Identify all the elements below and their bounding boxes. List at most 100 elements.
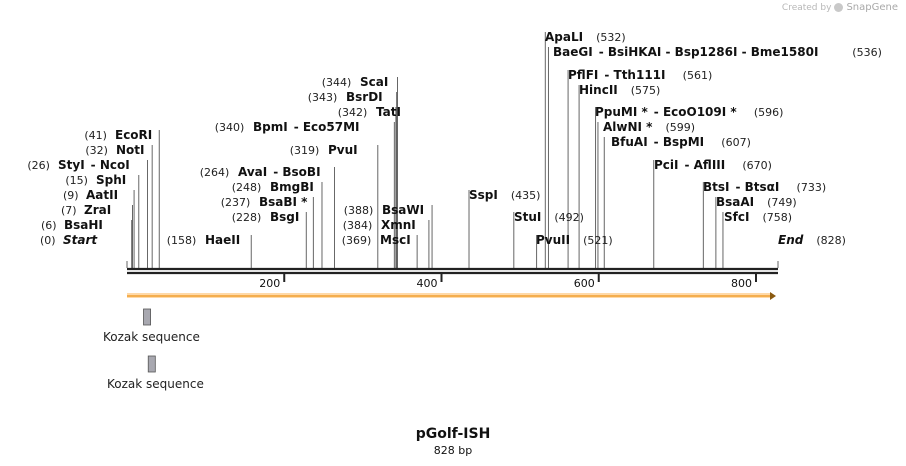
feature-label-kozak: Kozak sequence	[107, 377, 204, 391]
dna-backbone	[127, 267, 778, 275]
feature-box-kozak[interactable]	[143, 308, 151, 326]
site-position: (26)	[27, 159, 50, 172]
site-label-alwni[interactable]: AlwNI * (599)	[603, 120, 695, 134]
site-label-pflfi[interactable]: PflFI - Tth111I (561)	[568, 68, 712, 82]
site-name-extra: - Tth111I	[604, 68, 665, 82]
site-name: PflFI	[568, 68, 598, 82]
site-label-tati[interactable]: (342) TatI	[338, 105, 401, 119]
site-position: (492)	[554, 211, 584, 224]
site-name: ScaI	[360, 75, 388, 89]
site-label-pcii[interactable]: PciI - AflIII (670)	[654, 158, 772, 172]
site-name-extra: - NcoI	[91, 158, 130, 172]
site-position: (575)	[631, 84, 661, 97]
site-position: (749)	[767, 196, 797, 209]
site-position: (532)	[596, 31, 626, 44]
site-position: (319)	[290, 144, 320, 157]
site-label-bsaai[interactable]: BsaAI (749)	[716, 195, 797, 209]
site-name-extra: - AflIII	[684, 158, 725, 172]
site-label-baegi[interactable]: BaeGI - BsiHKAI - Bsp1286I - Bme1580I (536…	[553, 45, 882, 59]
site-name: BfuAI	[611, 135, 648, 149]
site-label-end[interactable]: End (828)	[778, 233, 846, 247]
site-label-bsahi[interactable]: (6) BsaHI	[41, 218, 103, 232]
plasmid-title: pGolf-ISH	[415, 426, 491, 442]
site-label-sspi[interactable]: SspI (435)	[469, 188, 540, 202]
site-name: BsaAI	[716, 195, 754, 209]
site-name: BtsI	[703, 180, 730, 194]
site-label-msci[interactable]: (369) MscI	[342, 233, 411, 247]
site-label-zrai[interactable]: (7) ZraI	[61, 203, 111, 217]
site-position: (521)	[583, 234, 613, 247]
site-name: PpuMI *	[595, 105, 649, 119]
site-position: (607)	[721, 136, 751, 149]
site-label-sphi[interactable]: (15) SphI	[65, 173, 126, 187]
site-name: BaeGI	[553, 45, 593, 59]
plasmid-length: 828 bp	[433, 444, 473, 457]
site-label-start[interactable]: (0) Start	[40, 233, 98, 247]
site-position: (7)	[61, 204, 77, 217]
site-position: (733)	[797, 181, 827, 194]
site-label-noti[interactable]: (32) NotI	[85, 143, 144, 157]
axis-tick-label: 200	[259, 277, 280, 290]
site-name-extra: - Eco57MI	[294, 120, 360, 134]
snapgene-logo-icon	[834, 3, 844, 12]
site-name: ZraI	[84, 203, 111, 217]
site-label-stui[interactable]: StuI (492)	[514, 210, 584, 224]
axis-tick-label: 600	[574, 277, 595, 290]
site-label-bfuai[interactable]: BfuAI - BspMI (607)	[611, 135, 751, 149]
site-name-extra: - EcoO109I *	[654, 105, 738, 119]
site-label-avai[interactable]: (264) AvaI - BsoBI	[200, 165, 321, 179]
site-name: BmgBI	[270, 180, 314, 194]
site-label-bpmi[interactable]: (340) BpmI - Eco57MI	[215, 120, 360, 134]
site-position: (0)	[40, 234, 56, 247]
site-position: (6)	[41, 219, 57, 232]
site-position: (344)	[322, 76, 352, 89]
site-label-apali[interactable]: ApaLI (532)	[545, 30, 626, 44]
site-name: SphI	[96, 173, 126, 187]
site-label-pvui[interactable]: (319) PvuI	[290, 143, 358, 157]
site-label-haeii[interactable]: (158) HaeII	[167, 233, 240, 247]
site-label-ppumi[interactable]: PpuMI * - EcoO109I * (596)	[595, 105, 783, 119]
site-label-scai[interactable]: (344) ScaI	[322, 75, 389, 89]
site-label-bsrdi[interactable]: (343) BsrDI	[308, 90, 383, 104]
site-name: BsaBI *	[259, 195, 308, 209]
orf-arrow-group	[127, 292, 776, 300]
site-position: (599)	[665, 121, 695, 134]
site-label-styi[interactable]: (26) StyI - NcoI	[27, 158, 129, 172]
feature-box-kozak[interactable]	[147, 355, 156, 373]
site-position: (9)	[63, 189, 79, 202]
site-name: NotI	[116, 143, 145, 157]
orf-arrowhead	[770, 292, 776, 300]
site-position: (596)	[754, 106, 784, 119]
site-label-bsawi[interactable]: (388) BsaWI	[344, 203, 424, 217]
site-label-xmni[interactable]: (384) XmnI	[343, 218, 416, 232]
site-label-aatii[interactable]: (9) AatII	[63, 188, 118, 202]
site-position: (384)	[343, 219, 373, 232]
site-label-pvuii[interactable]: PvuII (521)	[536, 233, 613, 247]
site-position: (435)	[511, 189, 541, 202]
site-label-sfci[interactable]: SfcI (758)	[724, 210, 792, 224]
site-name: HaeII	[205, 233, 240, 247]
site-position: (248)	[232, 181, 262, 194]
site-label-btsi[interactable]: BtsI - BtsαI (733)	[703, 180, 826, 194]
site-name: SfcI	[724, 210, 749, 224]
site-label-bsgi[interactable]: (228) BsgI	[232, 210, 300, 224]
site-label-hincii[interactable]: HincII (575)	[579, 83, 660, 97]
snapgene-credit: Created by SnapGene	[782, 2, 898, 13]
site-name: End	[778, 233, 804, 247]
site-name: AlwNI *	[603, 120, 653, 134]
site-label-bsabi[interactable]: (237) BsaBI *	[221, 195, 308, 209]
site-name: BsgI	[270, 210, 299, 224]
site-name: PvuI	[328, 143, 358, 157]
site-name: BsrDI	[346, 90, 383, 104]
site-name: PciI	[654, 158, 679, 172]
site-name-extra: - BsiHKAI - Bsp1286I - Bme1580I	[599, 45, 819, 59]
site-label-ecori[interactable]: (41) EcoRI	[84, 128, 152, 142]
site-position: (369)	[342, 234, 372, 247]
site-position: (41)	[84, 129, 107, 142]
site-name: HincII	[579, 83, 618, 97]
site-label-bmgbi[interactable]: (248) BmgBI	[232, 180, 314, 194]
site-position: (342)	[338, 106, 368, 119]
site-name-extra: - BspMI	[654, 135, 704, 149]
site-position: (343)	[308, 91, 338, 104]
